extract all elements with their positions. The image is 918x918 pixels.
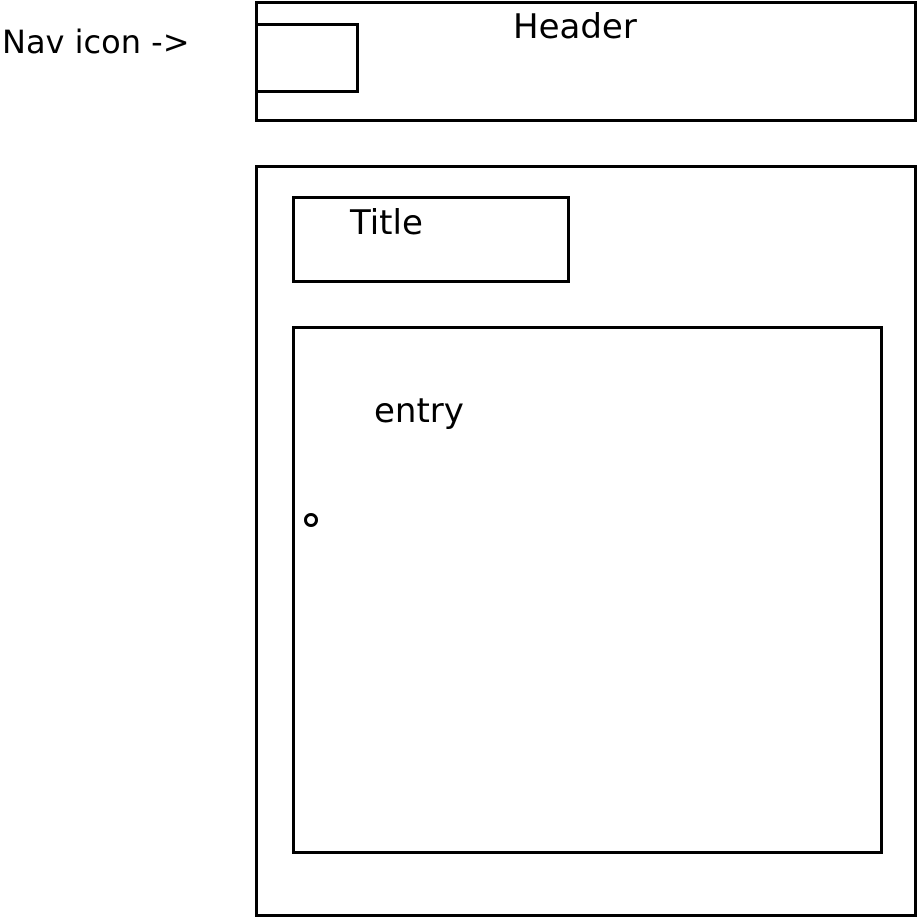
- cursor-circle-icon: [304, 513, 318, 527]
- header-label: Header: [513, 7, 637, 47]
- content-container: [255, 165, 917, 917]
- nav-icon-placeholder[interactable]: [255, 23, 359, 93]
- title-label: Title: [350, 203, 423, 243]
- title-field[interactable]: [292, 196, 570, 283]
- entry-area[interactable]: [292, 326, 883, 854]
- entry-label: entry: [374, 391, 464, 431]
- nav-icon-annotation: Nav icon ->: [2, 23, 190, 61]
